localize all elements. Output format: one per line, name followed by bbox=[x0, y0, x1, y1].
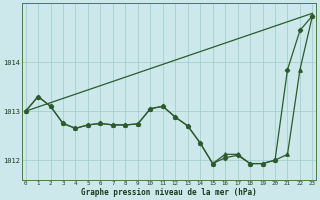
X-axis label: Graphe pression niveau de la mer (hPa): Graphe pression niveau de la mer (hPa) bbox=[81, 188, 257, 197]
